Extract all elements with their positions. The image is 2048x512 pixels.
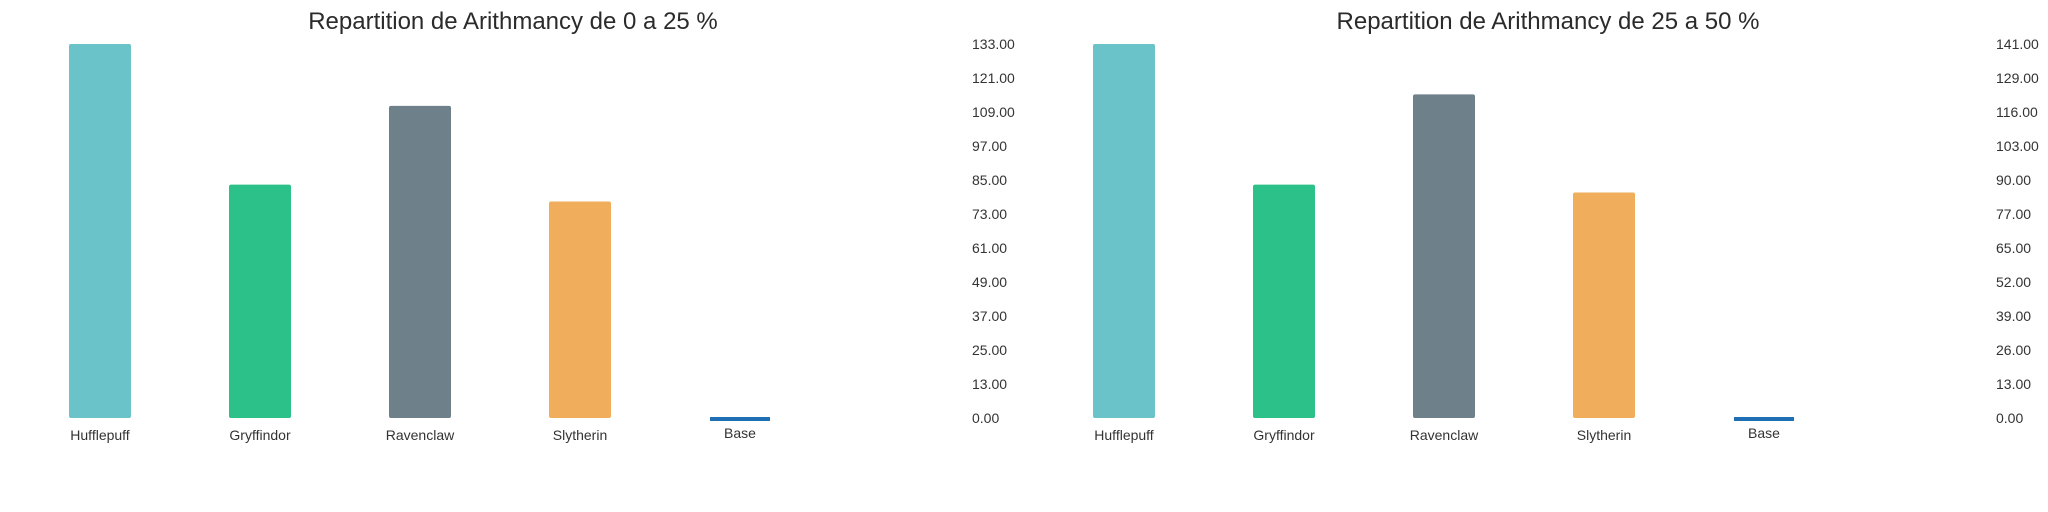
bar-ravenclaw [1413,94,1475,419]
chart-panel-0-25: Repartition de Arithmancy de 0 a 25 % Hu… [69,8,1015,443]
y-tick-label: 116.00 [1996,104,2038,120]
y-tick-label: 49.00 [972,274,1007,290]
bar-slytherin [549,201,611,418]
category-label: Hufflepuff [70,427,130,443]
y-tick-label: 103.00 [1996,138,2039,154]
y-tick-label: 77.00 [1996,206,2031,222]
y-tick-label: 13.00 [972,376,1007,392]
y-tick-label: 73.00 [972,206,1007,222]
category-label: Gryffindor [1253,427,1315,443]
bar-ravenclaw [389,105,451,419]
y-tick-label: 52.00 [1996,274,2031,290]
y-tick-label: 90.00 [1996,172,2031,188]
chart-title: Repartition de Arithmancy de 25 a 50 % [1336,8,1760,35]
bar-chart-svg: Hufflepuff Gryffindor Ravenclaw Slytherin Ba… [1093,36,2039,443]
y-tick-label: 39.00 [1996,308,2031,324]
y-tick-label: 133.00 [972,36,1015,52]
y-tick-label: 85.00 [972,172,1007,188]
category-label: Slytherin [553,427,607,443]
y-tick-label: 109.00 [972,104,1015,120]
category-label: Gryffindor [229,427,291,443]
y-tick-label: 0.00 [1996,410,2023,426]
bar-slytherin [1573,192,1635,418]
y-tick-label: 97.00 [972,138,1007,154]
y-tick-label: 26.00 [1996,342,2031,358]
chart-panel-25-50: Repartition de Arithmancy de 25 a 50 % H… [1024,0,2048,512]
bar-chart-svg: Hufflepuff Gryffindor Ravenclaw Slytherin Ba… [69,36,1015,443]
chart-title: Repartition de Arithmancy de 0 a 25 % [308,8,718,35]
y-tick-label: 121.00 [972,70,1015,86]
category-label: Base [724,425,756,441]
bar-base [710,417,770,421]
bar-base [1734,417,1794,421]
category-label: Hufflepuff [1094,427,1154,443]
category-label: Ravenclaw [1410,427,1479,443]
y-tick-label: 37.00 [972,308,1007,324]
y-tick-label: 13.00 [1996,376,2031,392]
category-label: Slytherin [1577,427,1631,443]
bar-gryffindor [229,184,291,418]
y-tick-label: 65.00 [1996,240,2031,256]
y-tick-label: 129.00 [1996,70,2039,86]
y-tick-label: 141.00 [1996,36,2039,52]
y-tick-label: 0.00 [972,410,999,426]
bar-hufflepuff [1093,44,1155,418]
y-tick-label: 61.00 [972,240,1007,256]
category-label: Base [1748,425,1780,441]
bar-hufflepuff [69,44,131,418]
y-tick-label: 25.00 [972,342,1007,358]
bar-gryffindor [1253,184,1315,418]
category-label: Ravenclaw [386,427,455,443]
